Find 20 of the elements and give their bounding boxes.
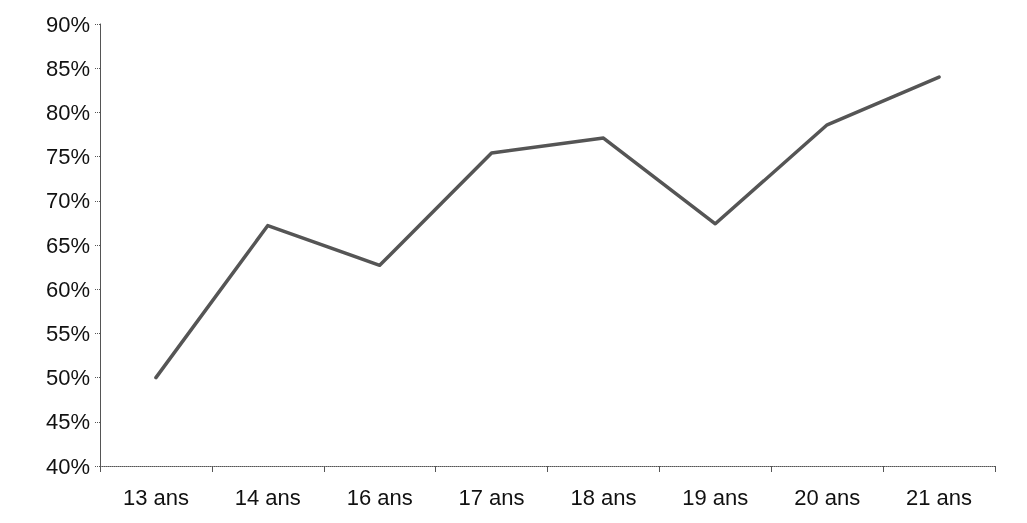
- y-tick-label: 85%: [45, 55, 90, 81]
- x-tick-label: 18 ans: [570, 484, 637, 510]
- x-tick-label: 13 ans: [122, 484, 189, 510]
- y-tick-label: 65%: [45, 232, 90, 258]
- y-tick-label: 80%: [45, 99, 90, 125]
- y-tick-label: 40%: [45, 453, 90, 479]
- x-tick-label: 21 ans: [906, 484, 973, 510]
- y-tick-label: 70%: [45, 188, 90, 214]
- x-tick-label: 19 ans: [682, 484, 749, 510]
- line-series: [154, 75, 941, 380]
- y-tick-label: 75%: [45, 144, 90, 170]
- y-tick-label: 60%: [45, 276, 90, 302]
- x-tick-label: 17 ans: [458, 484, 525, 510]
- y-tick-label: 45%: [45, 409, 90, 435]
- x-tick-label: 20 ans: [794, 484, 861, 510]
- y-tick-label: 55%: [45, 320, 90, 346]
- y-tick-label: 50%: [45, 365, 90, 391]
- x-tick-label: 14 ans: [234, 484, 301, 510]
- x-tick-label: 16 ans: [346, 484, 413, 510]
- y-tick-label: 90%: [45, 11, 90, 37]
